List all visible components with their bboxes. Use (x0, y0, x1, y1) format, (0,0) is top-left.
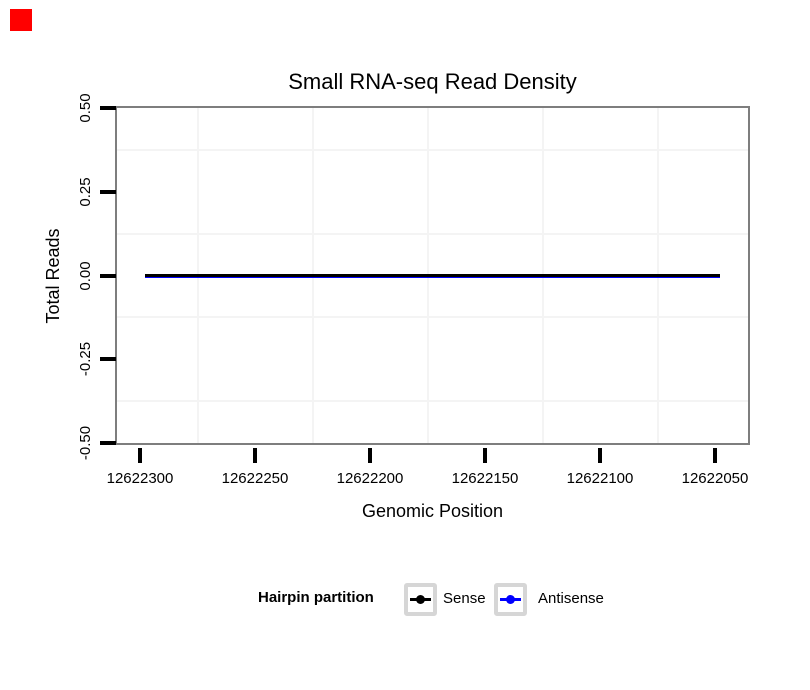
red-marker-annotation (10, 9, 32, 31)
legend-key-antisense (494, 583, 527, 616)
y-axis-tick (100, 189, 116, 194)
x-axis-tick (713, 448, 717, 463)
y-axis-tick (100, 106, 116, 110)
minor-gridline-horizontal (117, 316, 748, 319)
legend-title: Hairpin partition (258, 589, 374, 606)
minor-gridline-horizontal (117, 232, 748, 235)
y-tick-label: 0.25 (77, 177, 94, 207)
y-tick-label: 0.50 (77, 93, 94, 123)
legend-key-sense (404, 583, 437, 616)
minor-gridline-horizontal (117, 400, 748, 403)
chart-title: Small RNA-seq Read Density (288, 69, 577, 94)
x-axis-tick (138, 448, 142, 463)
x-tick-label: 12622250 (221, 470, 289, 487)
y-axis-tick (100, 273, 116, 278)
legend-label-sense: Sense (443, 590, 486, 607)
x-axis-tick (368, 448, 372, 463)
y-axis-tick (100, 441, 116, 445)
x-tick-label: 12622200 (336, 470, 404, 487)
y-axis-tick (100, 357, 116, 362)
x-axis-title: Genomic Position (361, 501, 504, 521)
x-axis-tick (253, 448, 257, 463)
y-axis-title: Total Reads (43, 228, 63, 324)
x-axis-tick (483, 448, 487, 463)
x-tick-label: 12622150 (451, 470, 519, 487)
minor-gridline-horizontal (117, 148, 748, 151)
legend-point-sense-icon (416, 595, 425, 604)
legend-point-antisense-icon (506, 595, 515, 604)
y-tick-label: -0.25 (77, 342, 94, 377)
x-tick-label: 12622050 (681, 470, 749, 487)
x-axis-tick (598, 448, 602, 463)
plot-panel (115, 106, 750, 445)
x-tick-label: 12622300 (106, 470, 174, 487)
x-tick-label: 12622100 (566, 470, 634, 487)
y-tick-label: 0.00 (77, 260, 94, 291)
y-tick-label: -0.50 (77, 425, 94, 461)
data-line-sense (144, 274, 720, 277)
legend-label-antisense: Antisense (538, 590, 604, 607)
